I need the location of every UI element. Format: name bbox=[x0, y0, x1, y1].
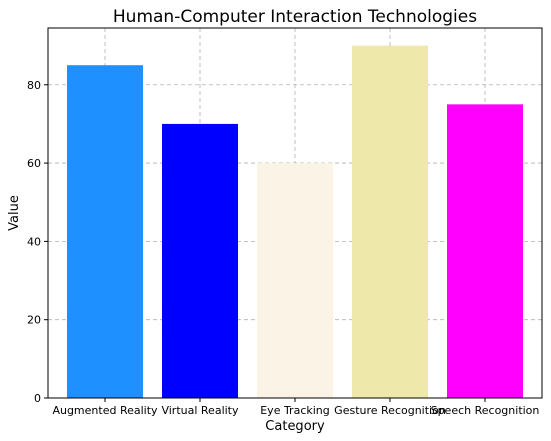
x-tick-label: Gesture Recognition bbox=[334, 404, 446, 417]
y-axis-ticks: 0 20 40 60 80 bbox=[27, 79, 48, 405]
x-tick-label: Augmented Reality bbox=[52, 404, 158, 417]
bars bbox=[67, 45, 523, 398]
y-tick-label: 20 bbox=[27, 314, 41, 327]
chart-title: Human-Computer Interaction Technologies bbox=[113, 7, 477, 27]
bar bbox=[447, 104, 523, 398]
y-tick-label: 80 bbox=[27, 79, 41, 92]
bar bbox=[257, 163, 333, 398]
bar bbox=[352, 45, 428, 398]
y-tick-label: 40 bbox=[27, 235, 41, 248]
x-tick-label: Eye Tracking bbox=[260, 404, 330, 417]
x-tick-label: Speech Recognition bbox=[431, 404, 540, 417]
x-axis-ticks: Augmented Reality Virtual Reality Eye Trac… bbox=[52, 398, 539, 417]
bar bbox=[162, 123, 238, 398]
y-tick-label: 0 bbox=[34, 392, 41, 405]
y-tick-label: 60 bbox=[27, 157, 41, 170]
x-tick-label: Virtual Reality bbox=[161, 404, 239, 417]
bar bbox=[67, 65, 143, 398]
y-axis-label: Value bbox=[7, 195, 22, 231]
x-axis-label: Category bbox=[265, 419, 325, 434]
